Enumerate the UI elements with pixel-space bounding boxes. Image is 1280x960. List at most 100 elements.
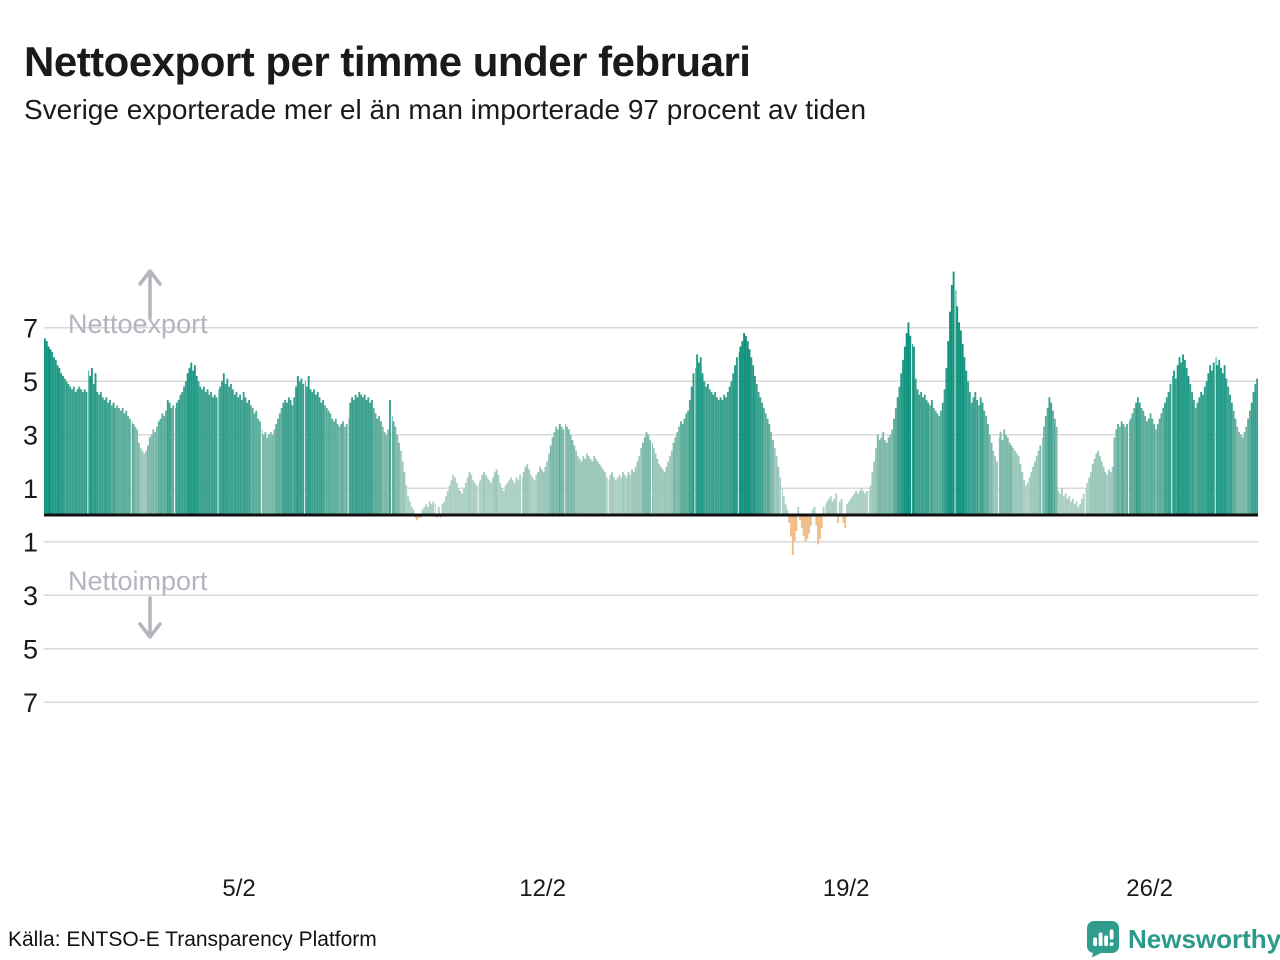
hour-bar bbox=[1030, 472, 1033, 515]
hour-bar bbox=[992, 450, 995, 515]
hour-bar bbox=[1068, 496, 1071, 515]
hour-bar bbox=[136, 429, 139, 515]
hour-bar bbox=[401, 461, 404, 515]
hour-bar bbox=[752, 365, 755, 515]
hour-bar bbox=[76, 389, 79, 515]
hour-bar bbox=[515, 477, 518, 515]
hour-bar bbox=[186, 373, 189, 515]
hour-bar bbox=[278, 413, 281, 515]
hour-bar bbox=[553, 432, 556, 515]
hour-bar bbox=[726, 391, 729, 515]
hour-bar bbox=[921, 397, 924, 515]
hour-bar bbox=[1019, 464, 1022, 515]
hour-bar bbox=[712, 394, 715, 515]
hour-bar bbox=[1008, 442, 1011, 515]
hour-bar bbox=[959, 330, 962, 515]
hour-bar bbox=[65, 381, 68, 515]
hour-bar bbox=[558, 424, 561, 515]
hour-bar bbox=[60, 373, 63, 515]
hour-bar bbox=[584, 458, 587, 515]
hour-bar bbox=[885, 442, 888, 515]
newsworthy-logo[interactable]: Newsworthy bbox=[1086, 920, 1280, 958]
hour-bar bbox=[184, 381, 187, 515]
hour-bar bbox=[141, 450, 144, 515]
y-tick-label: 3 bbox=[23, 581, 38, 611]
hour-bar bbox=[63, 378, 66, 515]
hour-bar bbox=[277, 418, 279, 515]
hour-bar bbox=[490, 482, 493, 515]
hour-bar bbox=[101, 397, 104, 515]
hour-bar bbox=[777, 466, 780, 515]
hour-bar bbox=[1028, 477, 1031, 515]
hour-bar bbox=[1091, 464, 1094, 515]
hour-bar bbox=[1229, 394, 1231, 515]
hour-bar bbox=[979, 397, 982, 515]
hour-bar bbox=[286, 402, 288, 515]
hour-bar bbox=[907, 322, 910, 515]
hour-bar bbox=[90, 367, 93, 515]
hour-bar bbox=[739, 346, 742, 515]
hour-bar bbox=[100, 391, 102, 515]
hour-bar bbox=[1167, 391, 1170, 515]
hour-bar bbox=[734, 365, 736, 515]
hour-bar bbox=[1144, 416, 1147, 515]
hour-bar bbox=[493, 472, 496, 515]
hour-bar bbox=[585, 453, 588, 515]
hour-bar bbox=[197, 381, 200, 515]
hour-bar bbox=[116, 405, 119, 515]
hour-bar bbox=[837, 515, 839, 524]
hour-bar bbox=[1158, 418, 1161, 515]
hour-bar bbox=[112, 402, 115, 515]
hour-bar bbox=[282, 402, 285, 515]
hour-bar bbox=[656, 458, 659, 515]
hour-bar bbox=[1169, 383, 1172, 515]
hour-bar bbox=[168, 402, 171, 515]
hour-bar bbox=[511, 480, 514, 515]
hour-bar bbox=[869, 485, 872, 515]
hour-bar bbox=[212, 397, 214, 515]
hour-bar bbox=[891, 429, 894, 515]
x-tick-label: 5/2 bbox=[222, 875, 255, 902]
hour-bar bbox=[188, 367, 191, 515]
hour-bar bbox=[602, 469, 605, 515]
hour-bar bbox=[690, 386, 693, 515]
y-tick-label: 7 bbox=[23, 313, 38, 343]
hour-bar bbox=[486, 477, 489, 515]
hour-bar bbox=[826, 501, 829, 515]
hour-bar bbox=[1052, 410, 1054, 515]
hour-bar bbox=[692, 373, 695, 515]
hour-bar bbox=[678, 426, 680, 515]
hour-bar bbox=[1066, 498, 1069, 515]
hour-bar bbox=[472, 480, 475, 515]
hour-bar bbox=[670, 450, 673, 515]
hour-bar bbox=[940, 410, 942, 515]
hour-bar bbox=[589, 458, 592, 515]
page-title: Nettoexport per timme under februari bbox=[24, 38, 751, 86]
hour-bar bbox=[426, 506, 429, 515]
hour-bar bbox=[934, 410, 937, 515]
hour-bar bbox=[1156, 424, 1159, 515]
hour-bar bbox=[348, 418, 350, 515]
hour-bar bbox=[94, 373, 97, 515]
hour-bar bbox=[641, 442, 644, 515]
hour-bar bbox=[876, 434, 879, 515]
hour-bar bbox=[967, 381, 970, 515]
hour-bar bbox=[1162, 408, 1165, 515]
hour-bar bbox=[324, 405, 326, 515]
hour-bar bbox=[880, 437, 883, 515]
hour-bar bbox=[1080, 498, 1083, 515]
hour-bar bbox=[208, 394, 211, 515]
hour-bar bbox=[334, 418, 337, 515]
hour-bar bbox=[103, 399, 106, 515]
hour-bar bbox=[566, 426, 568, 515]
hour-bar bbox=[710, 391, 713, 515]
hour-bar bbox=[114, 408, 117, 515]
hour-bar bbox=[398, 442, 400, 515]
hour-bar bbox=[479, 480, 482, 515]
hour-bar bbox=[790, 515, 792, 537]
hour-bar bbox=[1225, 378, 1228, 515]
hour-bar bbox=[358, 391, 361, 515]
hour-bar bbox=[549, 445, 552, 515]
hour-bar bbox=[721, 399, 724, 515]
hour-bar bbox=[791, 515, 794, 556]
